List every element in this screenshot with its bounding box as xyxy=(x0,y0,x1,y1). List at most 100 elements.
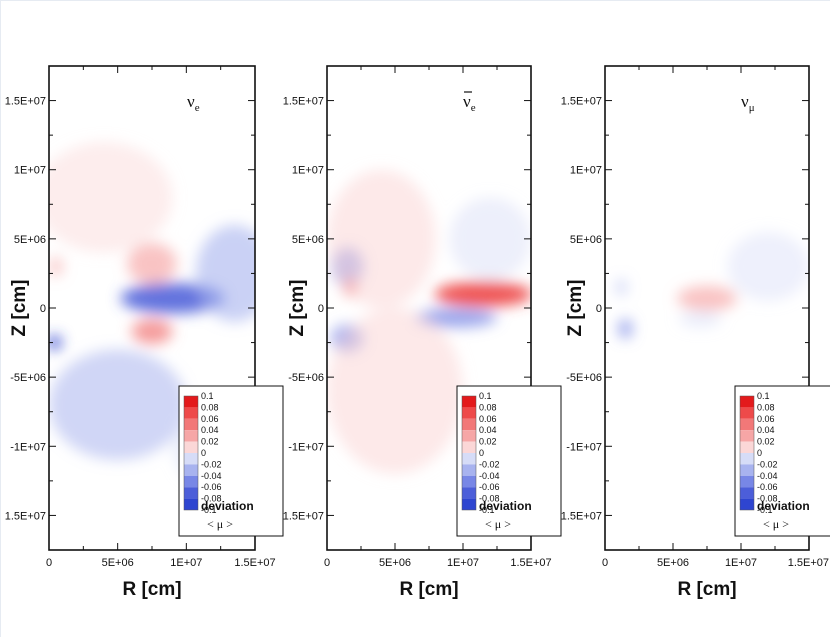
x-tick-label: 1.5E+07 xyxy=(510,557,551,569)
legend-swatch xyxy=(462,464,476,476)
legend-level-label: 0.04 xyxy=(201,425,219,435)
legend-level-label: 0 xyxy=(201,448,206,458)
y-tick-label: 5E+06 xyxy=(14,234,46,246)
deviation-region xyxy=(327,308,463,474)
deviation-region xyxy=(618,319,633,339)
legend-level-label: 0.04 xyxy=(479,425,497,435)
deviation-region xyxy=(327,169,436,308)
y-tick-label: 1.5E+07 xyxy=(561,510,602,522)
legend-level-label: -0.1 xyxy=(479,505,495,515)
y-tick-label: 1.5E+07 xyxy=(561,96,602,108)
left-border xyxy=(0,0,1,637)
legend-swatch xyxy=(462,430,476,442)
x-tick-label: 1.5E+07 xyxy=(788,557,829,569)
legend-swatch xyxy=(184,475,198,488)
legend-swatch xyxy=(184,396,198,408)
y-tick-label: 1E+07 xyxy=(570,165,602,177)
legend-level-label: -0.04 xyxy=(201,471,222,481)
legend-level-label: -0.02 xyxy=(757,459,778,469)
x-axis-title: R [cm] xyxy=(677,579,736,600)
panel-nu_e: 0 5E+06 1E+07 1.5E+07 1.5E+07 1E+07 5E+06 0 -5E+… xyxy=(5,65,284,600)
colorbar-legend: 0.10.08 0.060.04 0.020-0.02 -0.04-0.06 -0.08… xyxy=(734,385,830,537)
legend-level-label: -0.06 xyxy=(479,482,500,492)
legend-swatch-border xyxy=(461,395,477,511)
legend-swatch xyxy=(184,430,198,442)
deviation-region xyxy=(727,231,809,302)
deviation-region xyxy=(615,278,627,296)
legend-title: deviation xyxy=(757,499,810,513)
x-tick-label: 5E+06 xyxy=(379,557,411,569)
y-tick-label: 1.5E+07 xyxy=(283,510,324,522)
legend-swatch xyxy=(184,498,198,510)
x-tick-label: 0 xyxy=(46,557,52,569)
legend-level-label: 0.06 xyxy=(757,414,775,424)
panel-label: νμ xyxy=(741,92,755,114)
y-tick-label: 0 xyxy=(318,303,324,315)
deviation-region xyxy=(449,197,531,281)
deviation-region xyxy=(49,256,63,277)
legend-level-label: 0.1 xyxy=(479,391,492,401)
legend-swatch xyxy=(740,498,754,510)
plot-frame xyxy=(326,65,532,551)
y-tick-label: -5E+06 xyxy=(288,372,324,384)
y-tick-label: 1.5E+07 xyxy=(5,96,46,108)
legend-swatch-border xyxy=(739,395,755,511)
legend-subtitle: < μ > xyxy=(207,517,233,531)
legend-title: deviation xyxy=(201,499,254,513)
y-tick-label: -1E+07 xyxy=(288,441,324,453)
deviation-region xyxy=(131,319,173,344)
y-tick-label: 1E+07 xyxy=(14,165,46,177)
legend-swatch xyxy=(462,441,476,453)
deviation-region xyxy=(49,349,187,461)
legend-level-label: 0.08 xyxy=(479,402,497,412)
legend-level-label: 0.1 xyxy=(201,391,214,401)
y-tick-label: 1.5E+07 xyxy=(5,510,46,522)
legend-level-label: 0 xyxy=(757,448,762,458)
deviation-region xyxy=(49,142,173,253)
legend-swatch xyxy=(462,418,476,431)
legend-level-label: -0.06 xyxy=(757,482,778,492)
x-tick-label: 1E+07 xyxy=(725,557,757,569)
legend-level-label: -0.08 xyxy=(479,494,500,504)
deviation-region xyxy=(415,308,498,328)
legend-level-label: 0.06 xyxy=(479,414,497,424)
legend-swatch xyxy=(184,441,198,453)
legend-level-label: -0.1 xyxy=(201,505,217,515)
deviation-region xyxy=(678,310,722,328)
legend-swatch xyxy=(740,475,754,488)
y-axis-title: Z [cm] xyxy=(287,280,308,337)
legend-swatch xyxy=(462,475,476,488)
legend-level-label: -0.02 xyxy=(479,459,500,469)
legend-swatch xyxy=(184,487,198,499)
legend-level-label: -0.1 xyxy=(757,505,773,515)
legend-level-label: 0.08 xyxy=(201,402,219,412)
legend-swatch xyxy=(184,418,198,431)
panel-label: νe xyxy=(463,92,476,114)
legend-level-label: 0.08 xyxy=(757,402,775,412)
x-axis-title: R [cm] xyxy=(122,579,181,600)
x-tick-label: 5E+06 xyxy=(657,557,689,569)
deviation-field xyxy=(615,231,809,339)
y-axis-title: Z [cm] xyxy=(565,280,586,337)
x-tick-label: 5E+06 xyxy=(102,557,134,569)
legend-swatch xyxy=(740,487,754,499)
y-tick-label: 5E+06 xyxy=(292,234,324,246)
x-tick-label: 0 xyxy=(602,557,608,569)
legend-swatch xyxy=(740,418,754,431)
deviation-region xyxy=(49,335,62,350)
legend-level-label: 0.02 xyxy=(479,437,497,447)
top-border xyxy=(0,0,830,1)
y-tick-label: 1.5E+07 xyxy=(283,96,324,108)
x-axis-title: R [cm] xyxy=(399,579,458,600)
legend-level-label: 0.04 xyxy=(757,425,775,435)
colorbar-legend: 0.10.08 0.060.04 0.020-0.02 -0.04-0.06 -0.08… xyxy=(178,385,284,537)
y-tick-label: -5E+06 xyxy=(566,372,602,384)
legend-swatch xyxy=(184,407,198,419)
legend-title: deviation xyxy=(479,499,532,513)
y-axis-title: Z [cm] xyxy=(9,280,30,337)
legend-level-label: -0.02 xyxy=(201,459,222,469)
legend-swatch xyxy=(740,430,754,442)
plot-frame xyxy=(604,65,810,551)
legend-swatch xyxy=(462,487,476,499)
